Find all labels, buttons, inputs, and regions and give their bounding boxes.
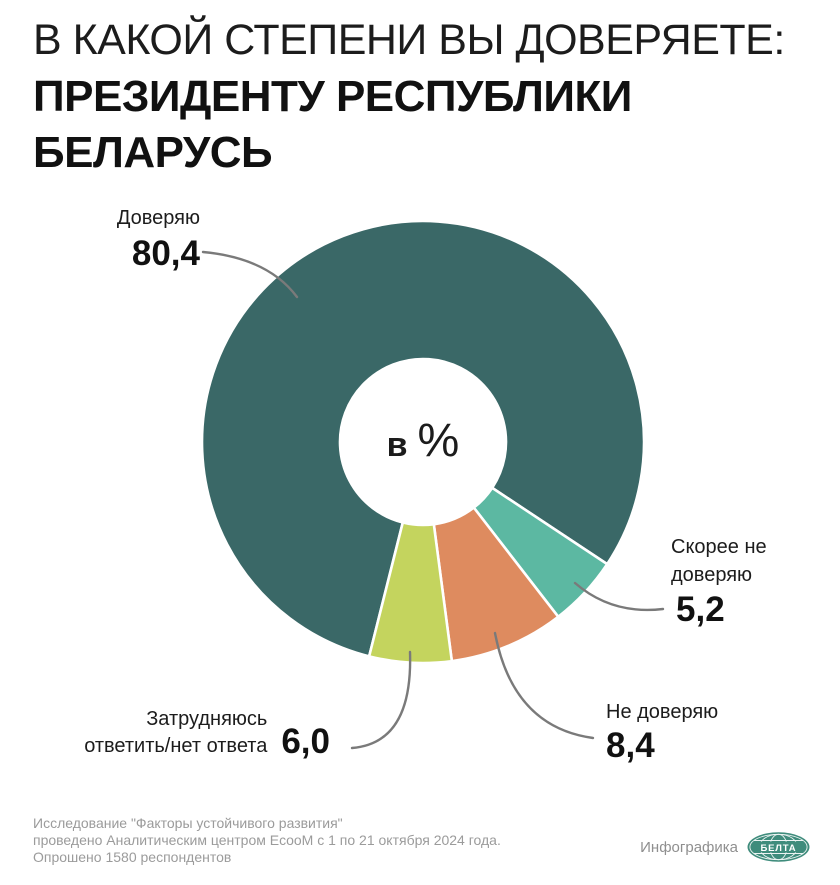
callout-not-label: Не доверяю (606, 701, 719, 723)
leader-line-undecided (350, 650, 412, 750)
chart-unit-label: в% (323, 412, 523, 467)
callout-trust-label: Доверяю (116, 207, 200, 229)
callout-rather-label-line1: Скорее не (671, 536, 767, 558)
callout-trust-value: 80,4 (131, 234, 200, 273)
source-line-1: Исследование "Факторы устойчивого развит… (33, 815, 343, 831)
leader-line-trust (201, 250, 299, 299)
callout-trust: Доверяю 80,4 (40, 204, 200, 272)
belta-logo-band (758, 841, 799, 853)
credit: Инфографика БЕЛТА (640, 832, 810, 862)
callout-undecided-value: 6,0 (281, 722, 330, 761)
belta-logo-text: БЕЛТА (761, 843, 797, 854)
title-subject-line1: ПРЕЗИДЕНТУ РЕСПУБЛИКИ (33, 72, 632, 121)
credit-label: Инфографика (640, 838, 738, 856)
callout-undecided-label: Затрудняюсь ответить/нет ответа (84, 706, 267, 760)
callout-undecided: Затрудняюсь ответить/нет ответа 6,0 (60, 706, 330, 760)
callout-not-value: 8,4 (606, 726, 655, 765)
leader-line-not-trust (493, 631, 595, 740)
leader-line-rather-not-trust (573, 581, 665, 612)
unit-prefix: в (386, 426, 408, 464)
slice-undecided (367, 521, 454, 665)
callout-rather-value: 5,2 (676, 590, 725, 629)
callout-undecided-label-line1: Затрудняюсь (146, 708, 268, 730)
title-question: В КАКОЙ СТЕПЕНИ ВЫ ДОВЕРЯЕТЕ: (33, 16, 785, 64)
title-subject-line2: БЕЛАРУСЬ (33, 128, 273, 177)
source-line-3: Опрошено 1580 респондентов (33, 849, 232, 865)
callout-rather-not-trust: Скорее не доверяю 5,2 (671, 533, 836, 628)
callout-undecided-label-line2: ответить/нет ответа (84, 735, 268, 757)
belta-logo-icon: БЕЛТА (747, 832, 810, 862)
callout-not-trust: Не доверяю 8,4 (606, 698, 718, 764)
callout-rather-label-line2: доверяю (671, 564, 753, 586)
source-line-2: проведено Аналитическим центром EcooM с … (33, 832, 501, 848)
page-title: В КАКОЙ СТЕПЕНИ ВЫ ДОВЕРЯЕТЕ: ПРЕЗИДЕНТУ… (33, 12, 785, 181)
source-note: Исследование "Факторы устойчивого развит… (33, 815, 501, 866)
slice-trust (200, 219, 646, 658)
percent-symbol: % (417, 413, 460, 466)
